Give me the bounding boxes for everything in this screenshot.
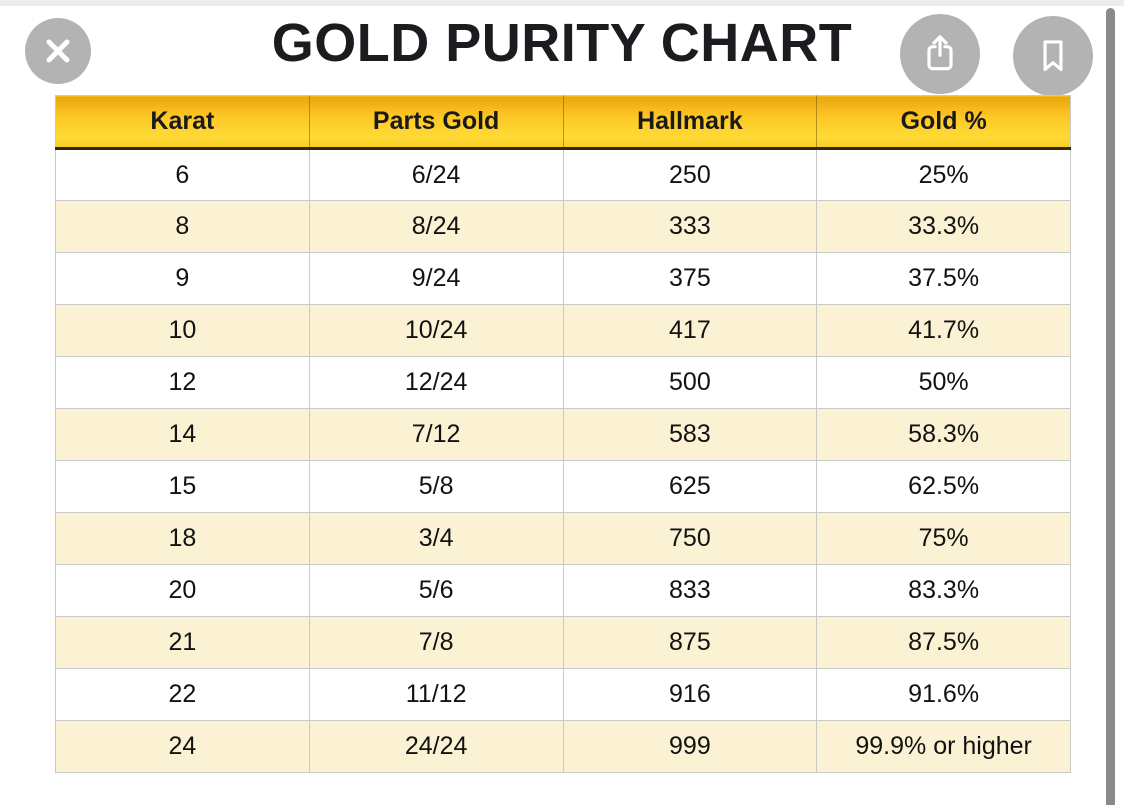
- table-row: 22 11/12 916 91.6%: [55, 668, 1071, 721]
- page-title: GOLD PURITY CHART: [271, 13, 853, 73]
- table-cell: 8/24: [308, 200, 564, 253]
- table-row: 14 7/12 583 58.3%: [55, 408, 1071, 461]
- table-cell: 916: [562, 668, 818, 721]
- table-cell: 99.9% or higher: [816, 720, 1071, 773]
- table-cell: 583: [562, 408, 818, 461]
- table-cell: 25%: [816, 148, 1071, 201]
- column-header-gold-pct: Gold %: [816, 95, 1071, 150]
- table-cell: 37.5%: [816, 252, 1071, 305]
- column-header-karat: Karat: [55, 95, 310, 150]
- table-cell: 500: [562, 356, 818, 409]
- column-header-hallmark: Hallmark: [563, 95, 818, 150]
- table-cell: 10/24: [308, 304, 564, 357]
- table-row: 21 7/8 875 87.5%: [55, 616, 1071, 669]
- close-icon: [41, 34, 75, 68]
- table-cell: 250: [562, 148, 818, 201]
- table-cell: 5/6: [308, 564, 564, 617]
- share-button[interactable]: [900, 14, 980, 94]
- table-row: 12 12/24 500 50%: [55, 356, 1071, 409]
- top-edge-strip: [0, 0, 1124, 6]
- table-cell: 41.7%: [816, 304, 1071, 357]
- table-cell: 62.5%: [816, 460, 1071, 513]
- table-cell: 50%: [816, 356, 1071, 409]
- table-cell: 3/4: [308, 512, 564, 565]
- table-row: 9 9/24 375 37.5%: [55, 252, 1071, 305]
- table-cell: 333: [562, 200, 818, 253]
- table-body: 6 6/24 250 25% 8 8/24 333 33.3% 9 9/24 375 37.5% 10 1…: [55, 148, 1071, 773]
- table-cell: 22: [55, 668, 310, 721]
- table-cell: 20: [55, 564, 310, 617]
- table-cell: 21: [55, 616, 310, 669]
- table-cell: 33.3%: [816, 200, 1071, 253]
- table-cell: 750: [562, 512, 818, 565]
- gold-purity-table: Karat Parts Gold Hallmark Gold % 6 6/24 25…: [55, 95, 1071, 773]
- table-row: 18 3/4 750 75%: [55, 512, 1071, 565]
- table-cell: 7/12: [308, 408, 564, 461]
- table-cell: 7/8: [308, 616, 564, 669]
- table-row: 10 10/24 417 41.7%: [55, 304, 1071, 357]
- table-cell: 417: [562, 304, 818, 357]
- table-cell: 11/12: [308, 668, 564, 721]
- table-cell: 24: [55, 720, 310, 773]
- table-cell: 10: [55, 304, 310, 357]
- vertical-scrollbar[interactable]: [1106, 8, 1115, 805]
- table-cell: 833: [562, 564, 818, 617]
- table-cell: 75%: [816, 512, 1071, 565]
- table-row: 20 5/6 833 83.3%: [55, 564, 1071, 617]
- header-row: Karat Parts Gold Hallmark Gold %: [55, 95, 1071, 150]
- table-cell: 8: [55, 200, 310, 253]
- table-cell: 83.3%: [816, 564, 1071, 617]
- table-cell: 12/24: [308, 356, 564, 409]
- table-cell: 6/24: [308, 148, 564, 201]
- table-cell: 9/24: [308, 252, 564, 305]
- table-cell: 12: [55, 356, 310, 409]
- table-cell: 18: [55, 512, 310, 565]
- table-cell: 24/24: [308, 720, 564, 773]
- table-cell: 91.6%: [816, 668, 1071, 721]
- table-cell: 6: [55, 148, 310, 201]
- table-row: 8 8/24 333 33.3%: [55, 200, 1071, 253]
- table-cell: 9: [55, 252, 310, 305]
- table-cell: 375: [562, 252, 818, 305]
- share-icon: [918, 32, 962, 76]
- bookmark-button[interactable]: [1013, 16, 1093, 96]
- table-row: 6 6/24 250 25%: [55, 148, 1071, 201]
- close-button[interactable]: [25, 18, 91, 84]
- table-cell: 58.3%: [816, 408, 1071, 461]
- table-cell: 999: [562, 720, 818, 773]
- table-cell: 14: [55, 408, 310, 461]
- bookmark-icon: [1031, 34, 1075, 78]
- table-cell: 875: [562, 616, 818, 669]
- table-cell: 625: [562, 460, 818, 513]
- table-header: Karat Parts Gold Hallmark Gold %: [55, 95, 1071, 150]
- table-row: 24 24/24 999 99.9% or higher: [55, 720, 1071, 773]
- table-cell: 87.5%: [816, 616, 1071, 669]
- table-cell: 5/8: [308, 460, 564, 513]
- table-row: 15 5/8 625 62.5%: [55, 460, 1071, 513]
- table-cell: 15: [55, 460, 310, 513]
- column-header-parts-gold: Parts Gold: [309, 95, 564, 150]
